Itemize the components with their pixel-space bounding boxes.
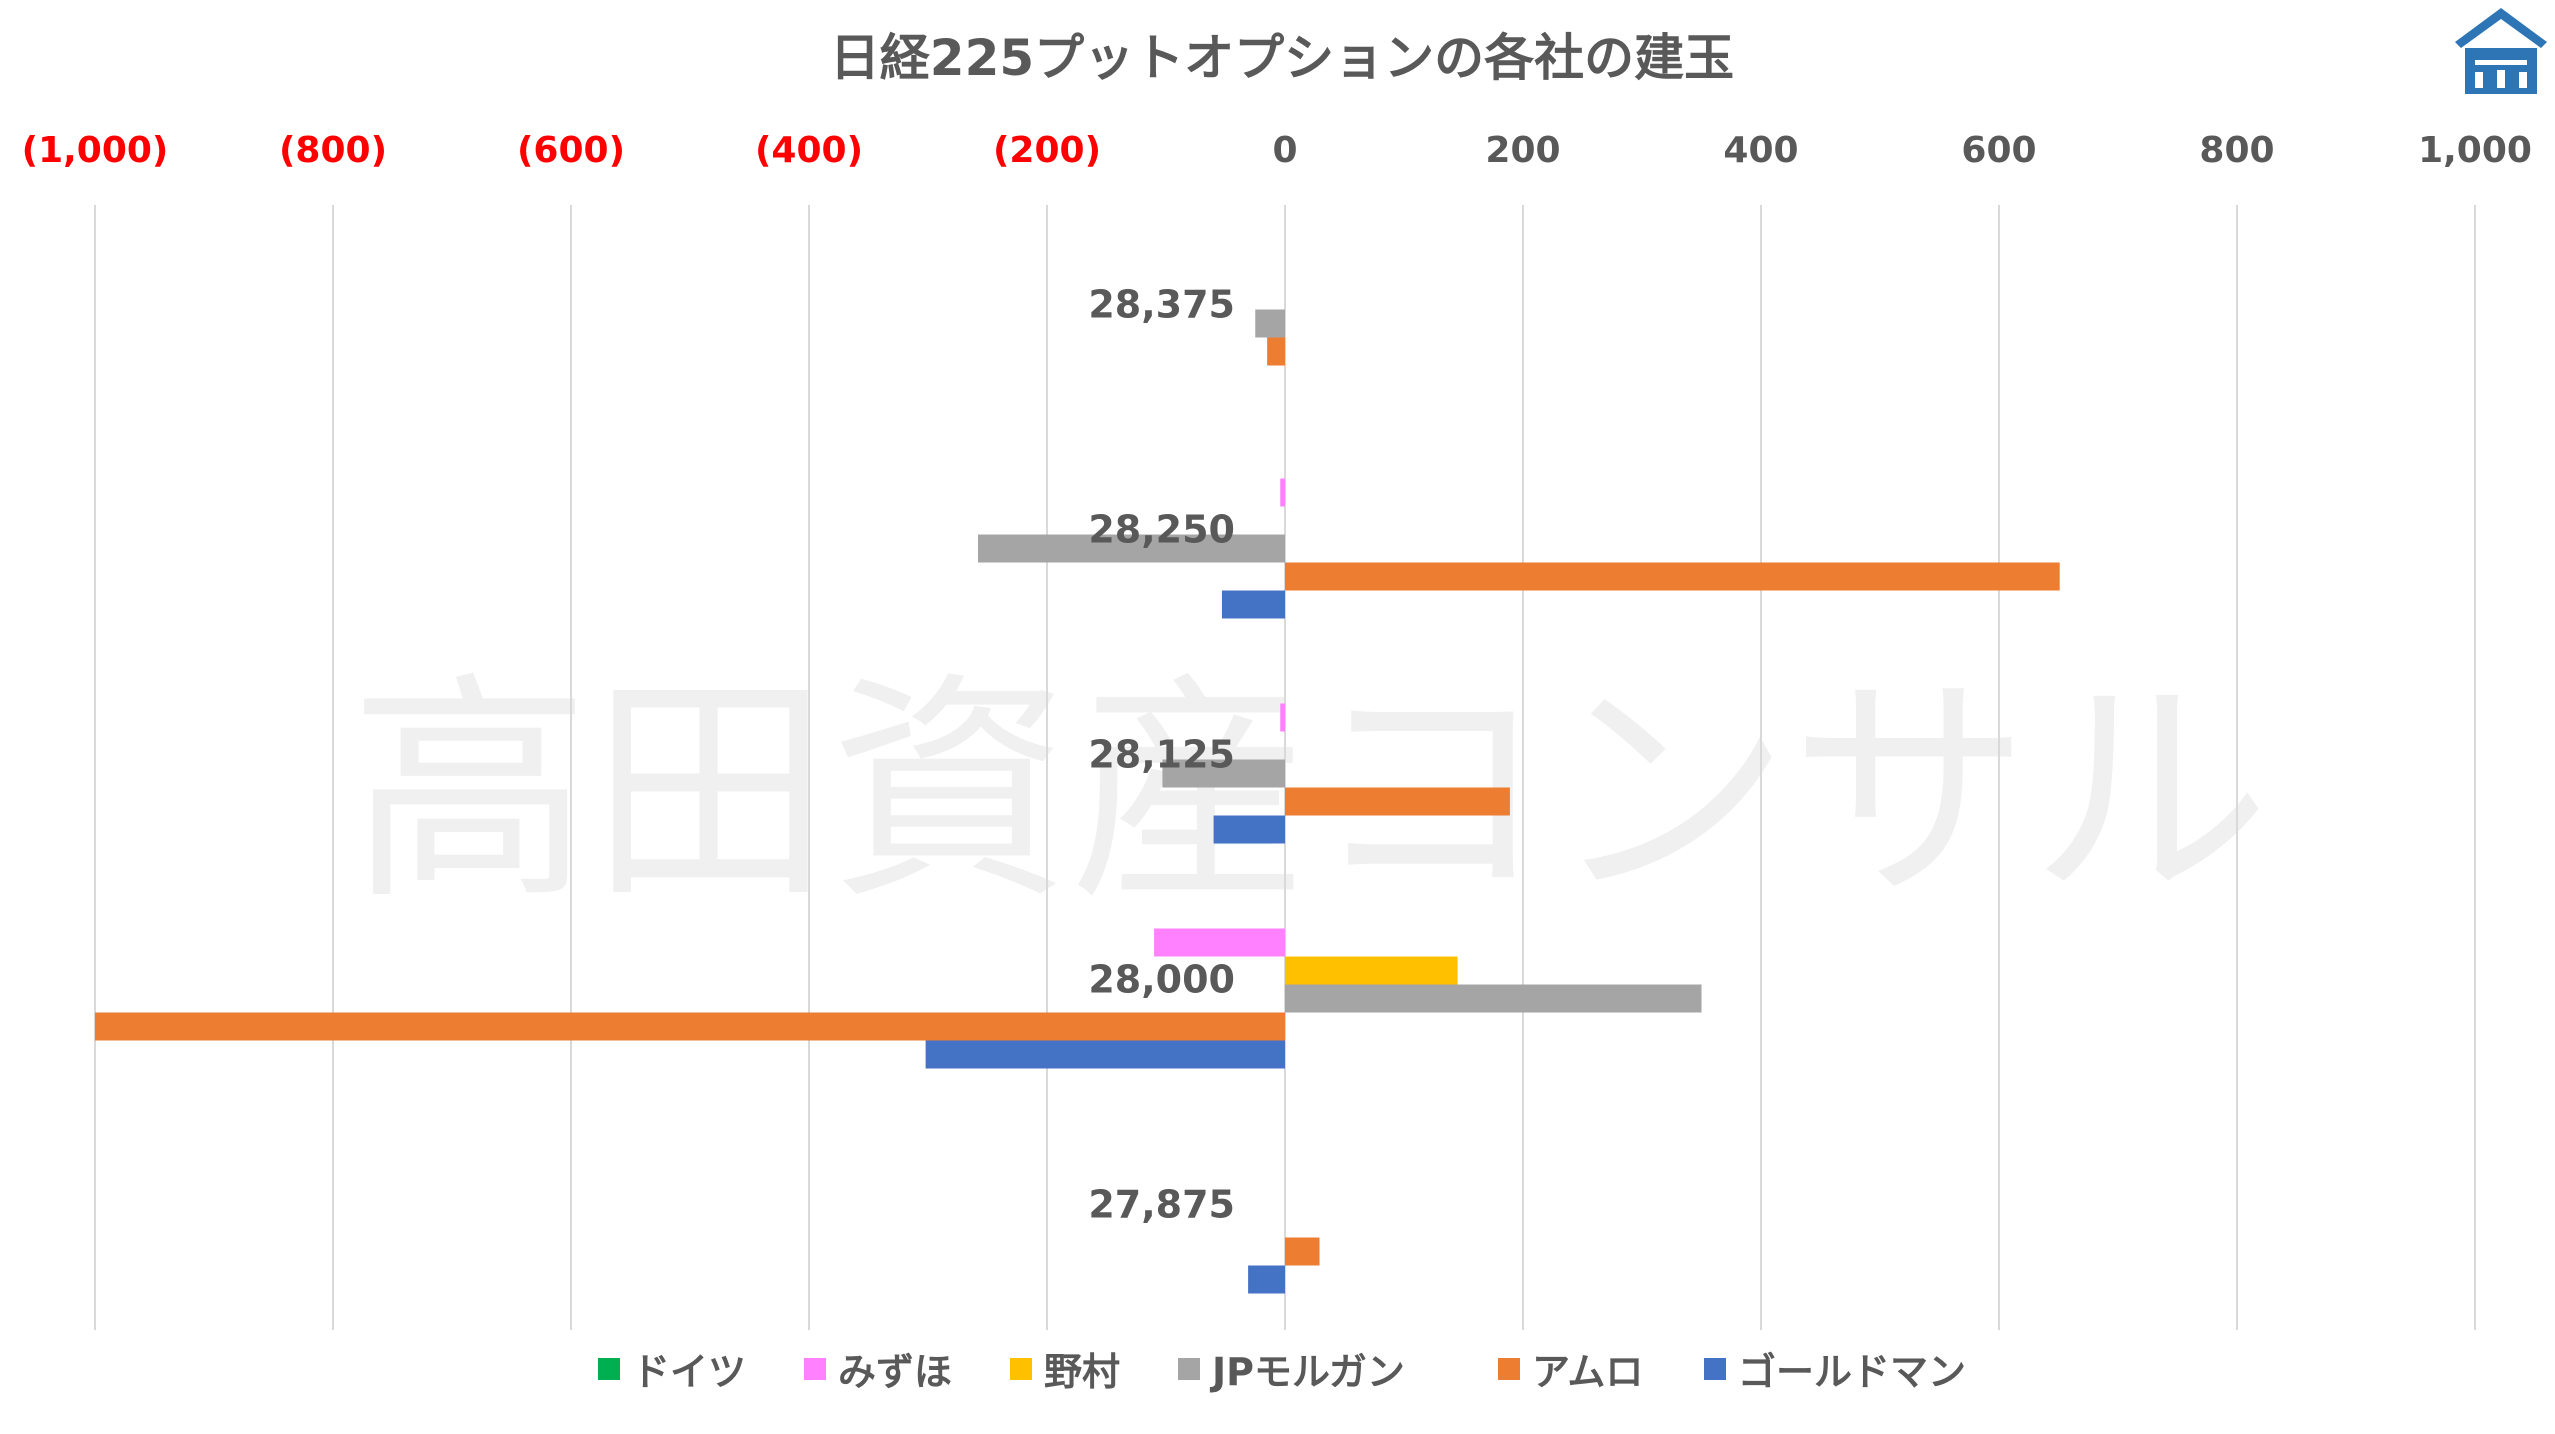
bar	[1285, 1237, 1320, 1266]
x-tick-label: (200)	[993, 130, 1101, 171]
bar	[1162, 759, 1285, 788]
category-label: 28,125	[1088, 733, 1235, 777]
legend-item: ドイツ	[598, 1350, 746, 1394]
legend-item: みずほ	[804, 1350, 952, 1394]
x-tick-label: (600)	[517, 130, 625, 171]
bar	[1255, 309, 1285, 338]
bar	[1213, 815, 1285, 844]
category-label: 28,000	[1088, 958, 1235, 1002]
bar	[1285, 956, 1458, 985]
bar	[1285, 984, 1702, 1013]
chart-title: 日経225プットオプションの各社の建玉	[830, 29, 1734, 87]
bar	[1267, 337, 1285, 366]
bars	[95, 309, 2060, 1294]
legend-label: みずほ	[838, 1350, 952, 1394]
legend-label: JPモルガン	[1209, 1350, 1405, 1394]
legend-label: 野村	[1044, 1350, 1120, 1394]
bar	[1280, 703, 1285, 732]
legend-swatch	[804, 1358, 826, 1380]
category-label: 28,375	[1088, 283, 1235, 327]
bar	[977, 534, 1285, 563]
x-tick-label: 600	[1961, 130, 2036, 171]
category-label: 27,875	[1088, 1183, 1235, 1227]
legend: ドイツ みずほ 野村 JPモルガン アムロ ゴールドマン	[598, 1350, 1966, 1394]
bar	[925, 1040, 1285, 1069]
legend-label: ゴールドマン	[1738, 1350, 1966, 1394]
x-tick-label: 1,000	[2418, 130, 2532, 171]
x-tick-label: 400	[1723, 130, 1798, 171]
legend-item: アムロ	[1498, 1350, 1643, 1394]
bar	[1280, 478, 1285, 507]
bar	[1285, 562, 2060, 591]
x-axis-ticks: (1,000) (800) (600) (400) (200) 0 200 400 600 800…	[22, 130, 2532, 171]
legend-swatch	[1498, 1358, 1520, 1380]
bar	[1285, 787, 1510, 816]
bar	[1248, 1265, 1285, 1294]
bar	[95, 1012, 1285, 1041]
legend-item: JPモルガン	[1178, 1350, 1405, 1394]
legend-swatch	[1178, 1358, 1200, 1380]
legend-swatch	[1010, 1358, 1032, 1380]
legend-item: 野村	[1010, 1350, 1120, 1394]
category-label: 28,250	[1088, 508, 1235, 552]
x-tick-label: (1,000)	[22, 130, 169, 171]
bar	[1221, 590, 1285, 619]
legend-swatch	[598, 1358, 620, 1380]
x-tick-label: (800)	[279, 130, 387, 171]
legend-label: ドイツ	[632, 1350, 746, 1394]
bar	[1154, 928, 1285, 957]
legend-item: ゴールドマン	[1704, 1350, 1966, 1394]
x-tick-label: 800	[2199, 130, 2274, 171]
x-tick-label: 0	[1272, 130, 1297, 171]
x-tick-label: 200	[1485, 130, 1560, 171]
house-logo-icon	[2455, 8, 2547, 94]
category-labels: 28,375 28,250 28,125 28,000 27,875	[1088, 283, 1235, 1227]
legend-swatch	[1704, 1358, 1726, 1380]
x-tick-label: (400)	[755, 130, 863, 171]
legend-label: アムロ	[1532, 1350, 1643, 1394]
